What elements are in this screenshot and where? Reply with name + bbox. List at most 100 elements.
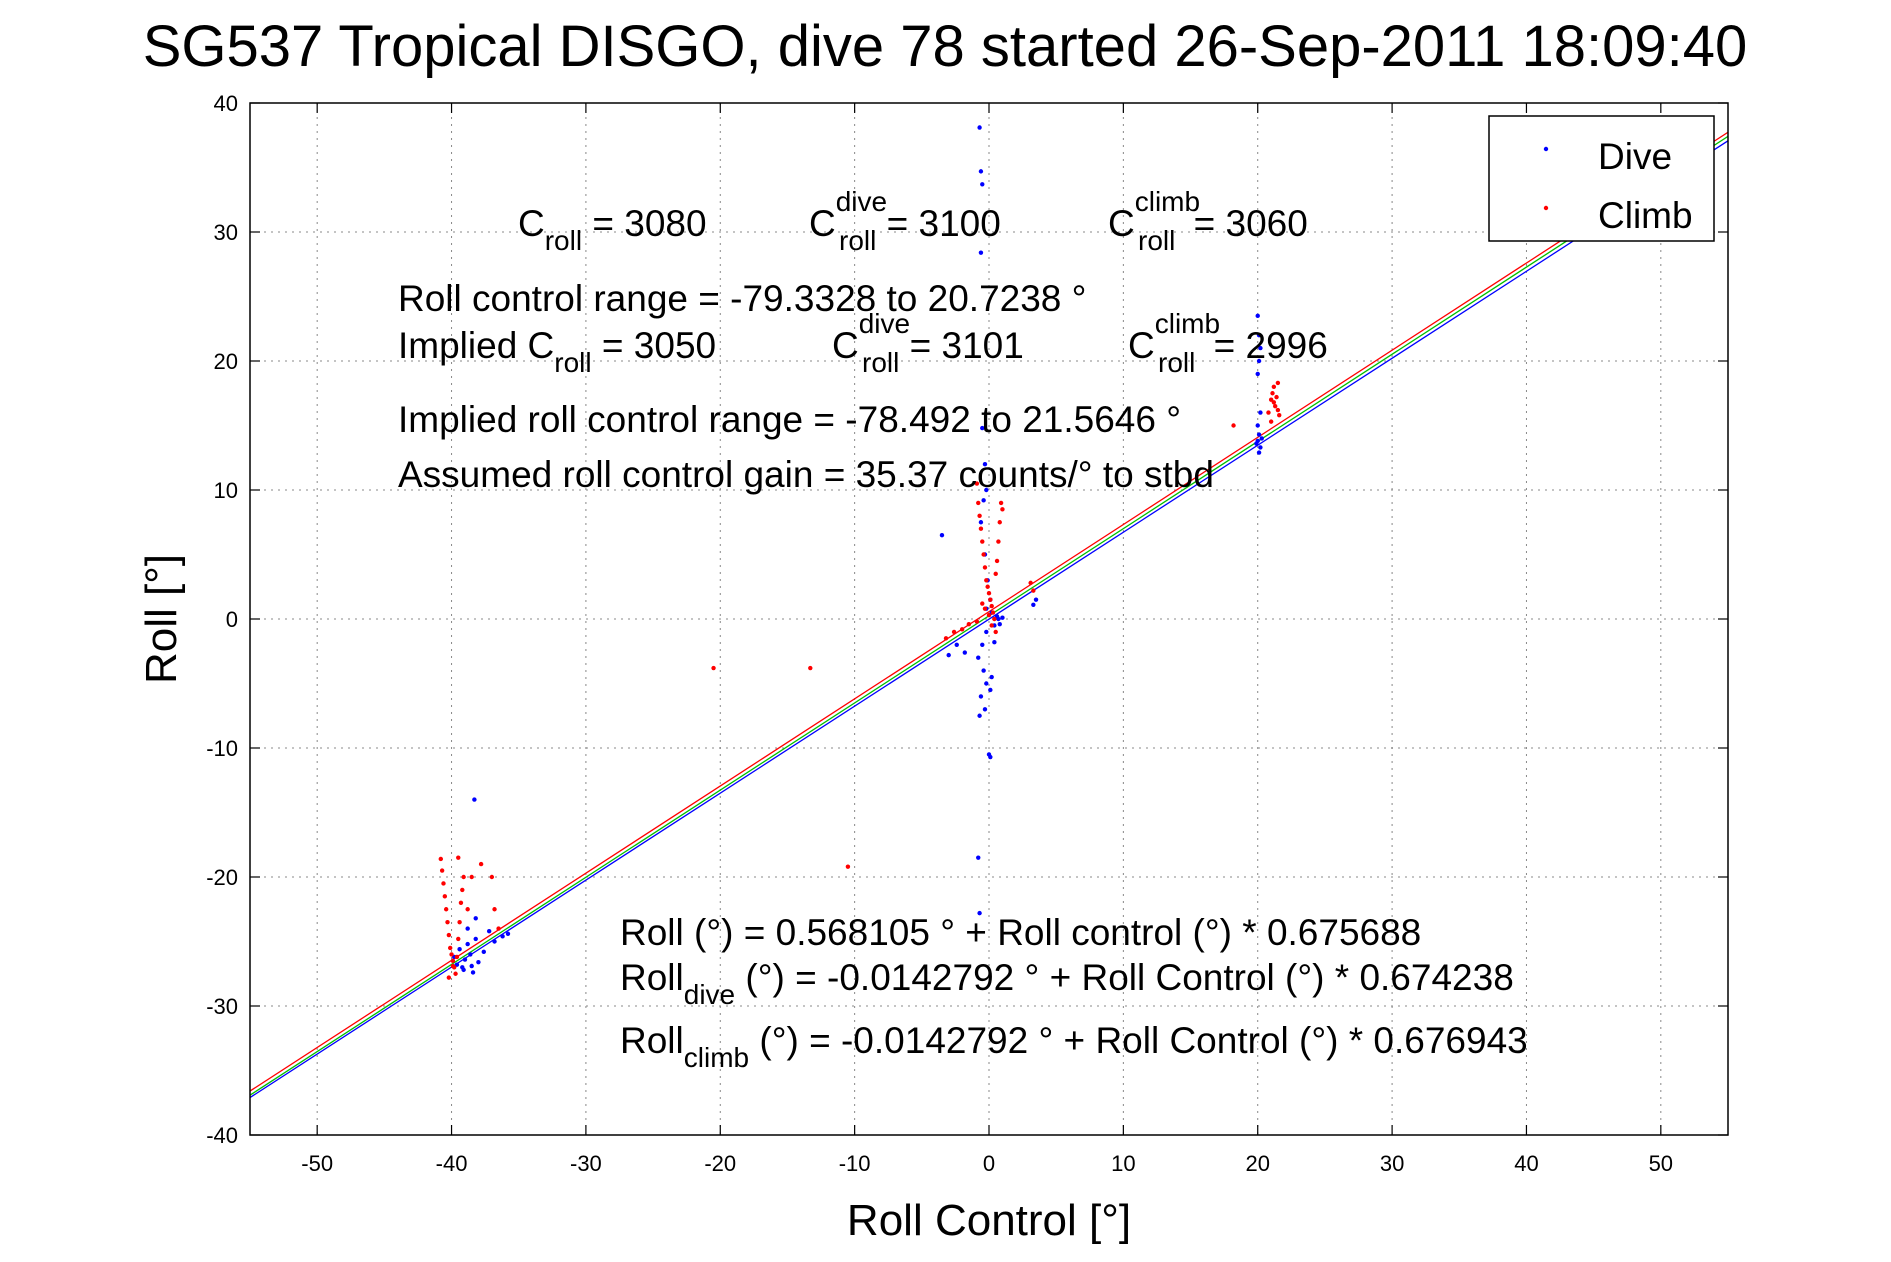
implied-roll-subscript: roll (554, 347, 591, 378)
climb-point (450, 963, 456, 969)
climb-point (450, 958, 456, 964)
dive-point (1255, 313, 1260, 319)
dive-point (988, 754, 993, 760)
dive-point (461, 967, 466, 973)
climb-point (1272, 403, 1278, 409)
climb-point (439, 868, 445, 873)
dive-point (1259, 436, 1264, 441)
dive-point (946, 652, 951, 658)
dive-point (473, 916, 478, 921)
dive-point (468, 952, 473, 957)
climb-point (454, 954, 460, 960)
dive-point (981, 668, 986, 673)
dive-point (982, 707, 988, 712)
climb-point (980, 601, 985, 606)
climb-point (461, 874, 466, 880)
dive-point (984, 681, 989, 686)
y-tick-label: -30 (206, 994, 238, 1019)
dive-point (462, 957, 468, 962)
dive-point (1258, 410, 1263, 415)
dive-point (976, 655, 981, 660)
climb-point (994, 558, 1000, 564)
climb-point (966, 621, 972, 627)
fit-dive-prefix: Roll (620, 957, 684, 998)
climb-point (1275, 407, 1281, 413)
climb-point (982, 606, 988, 611)
annotation-implied-climb: Cclimb roll = 2996 (1128, 308, 1328, 378)
dive-point (939, 532, 945, 538)
x-axis-label: Roll Control [°] (847, 1196, 1131, 1245)
dive-point (984, 629, 989, 635)
climb-point (959, 627, 965, 632)
climb-point (1268, 419, 1274, 424)
dive-point (982, 462, 988, 467)
grid (250, 103, 1728, 1135)
climb-point (449, 952, 454, 957)
legend-dive-marker (1543, 146, 1549, 152)
legend-dive-label: Dive (1598, 136, 1672, 177)
dive-point (465, 941, 470, 947)
climb-point (1277, 412, 1282, 418)
dive-point (976, 855, 981, 860)
dive-point (1254, 441, 1259, 446)
x-tick-label: -50 (301, 1151, 333, 1176)
fit-climb-prefix: Roll (620, 1020, 684, 1061)
climb-point (990, 610, 996, 615)
climb-point (985, 584, 990, 589)
annotation-dive-setpoint: Cdive roll = 3100 (809, 186, 1001, 256)
y-axis-label: Roll [°] (137, 554, 186, 684)
dive-point (1258, 345, 1263, 351)
dive-point (1031, 602, 1036, 608)
x-tick-label: 40 (1514, 1151, 1538, 1176)
implied-climb-superscript: climb (1155, 308, 1220, 339)
implied-dive-subscript: roll (862, 347, 899, 378)
legend-climb-marker (1543, 205, 1549, 211)
legend-box (1488, 115, 1715, 242)
dive-point (476, 959, 481, 965)
climb-point (465, 907, 470, 912)
y-tick-label: 40 (214, 91, 238, 116)
dive-point (1256, 432, 1262, 437)
dive-point (962, 650, 968, 655)
dive-point (1256, 333, 1262, 338)
x-tick-label: -40 (436, 1151, 468, 1176)
dive-point (492, 939, 497, 944)
climb-point (981, 552, 986, 557)
c-climb-value: = 3060 (1183, 203, 1307, 244)
annotation-fit-dive: Rolldive (°) = -0.0142792 ° + Roll Contr… (620, 957, 1514, 1010)
dive-point (470, 970, 476, 975)
climb-point (993, 571, 998, 577)
c-roll-subscript: roll (545, 225, 582, 256)
climb-point (1266, 410, 1271, 415)
climb-point (1271, 400, 1277, 405)
annotation-implied-range: Implied roll control range = -78.492 to … (398, 399, 1181, 440)
climb-point (998, 500, 1004, 506)
dive-point (978, 694, 984, 699)
c-dive-superscript: dive (836, 186, 887, 217)
implied-climb-value: = 2996 (1203, 325, 1327, 366)
climb-point (808, 665, 813, 671)
climb-point (496, 926, 501, 931)
y-tick-label: 20 (214, 349, 238, 374)
dive-point (1256, 358, 1262, 364)
climb-point (445, 919, 450, 925)
climb-point (453, 971, 458, 976)
climb-point (986, 591, 992, 596)
climb-point (974, 481, 980, 486)
dive-point (980, 182, 985, 187)
annotation-fit-all: Roll (°) = 0.568105 ° + Roll control (°)… (620, 912, 1421, 953)
climb-point (460, 887, 465, 893)
x-tick-label: -20 (704, 1151, 736, 1176)
dive-point (988, 687, 993, 693)
climb-point (1028, 580, 1033, 586)
y-tick-label: 30 (214, 220, 238, 245)
c-roll-value: = 3080 (582, 203, 706, 244)
dive-point (977, 125, 982, 130)
climb-point (489, 874, 495, 880)
c-dive-symbol: C (809, 203, 836, 244)
climb-point (492, 907, 497, 912)
climb-point (1270, 391, 1275, 396)
climb-point (1231, 423, 1236, 428)
climb-point (446, 932, 452, 938)
climb-point (997, 520, 1002, 525)
